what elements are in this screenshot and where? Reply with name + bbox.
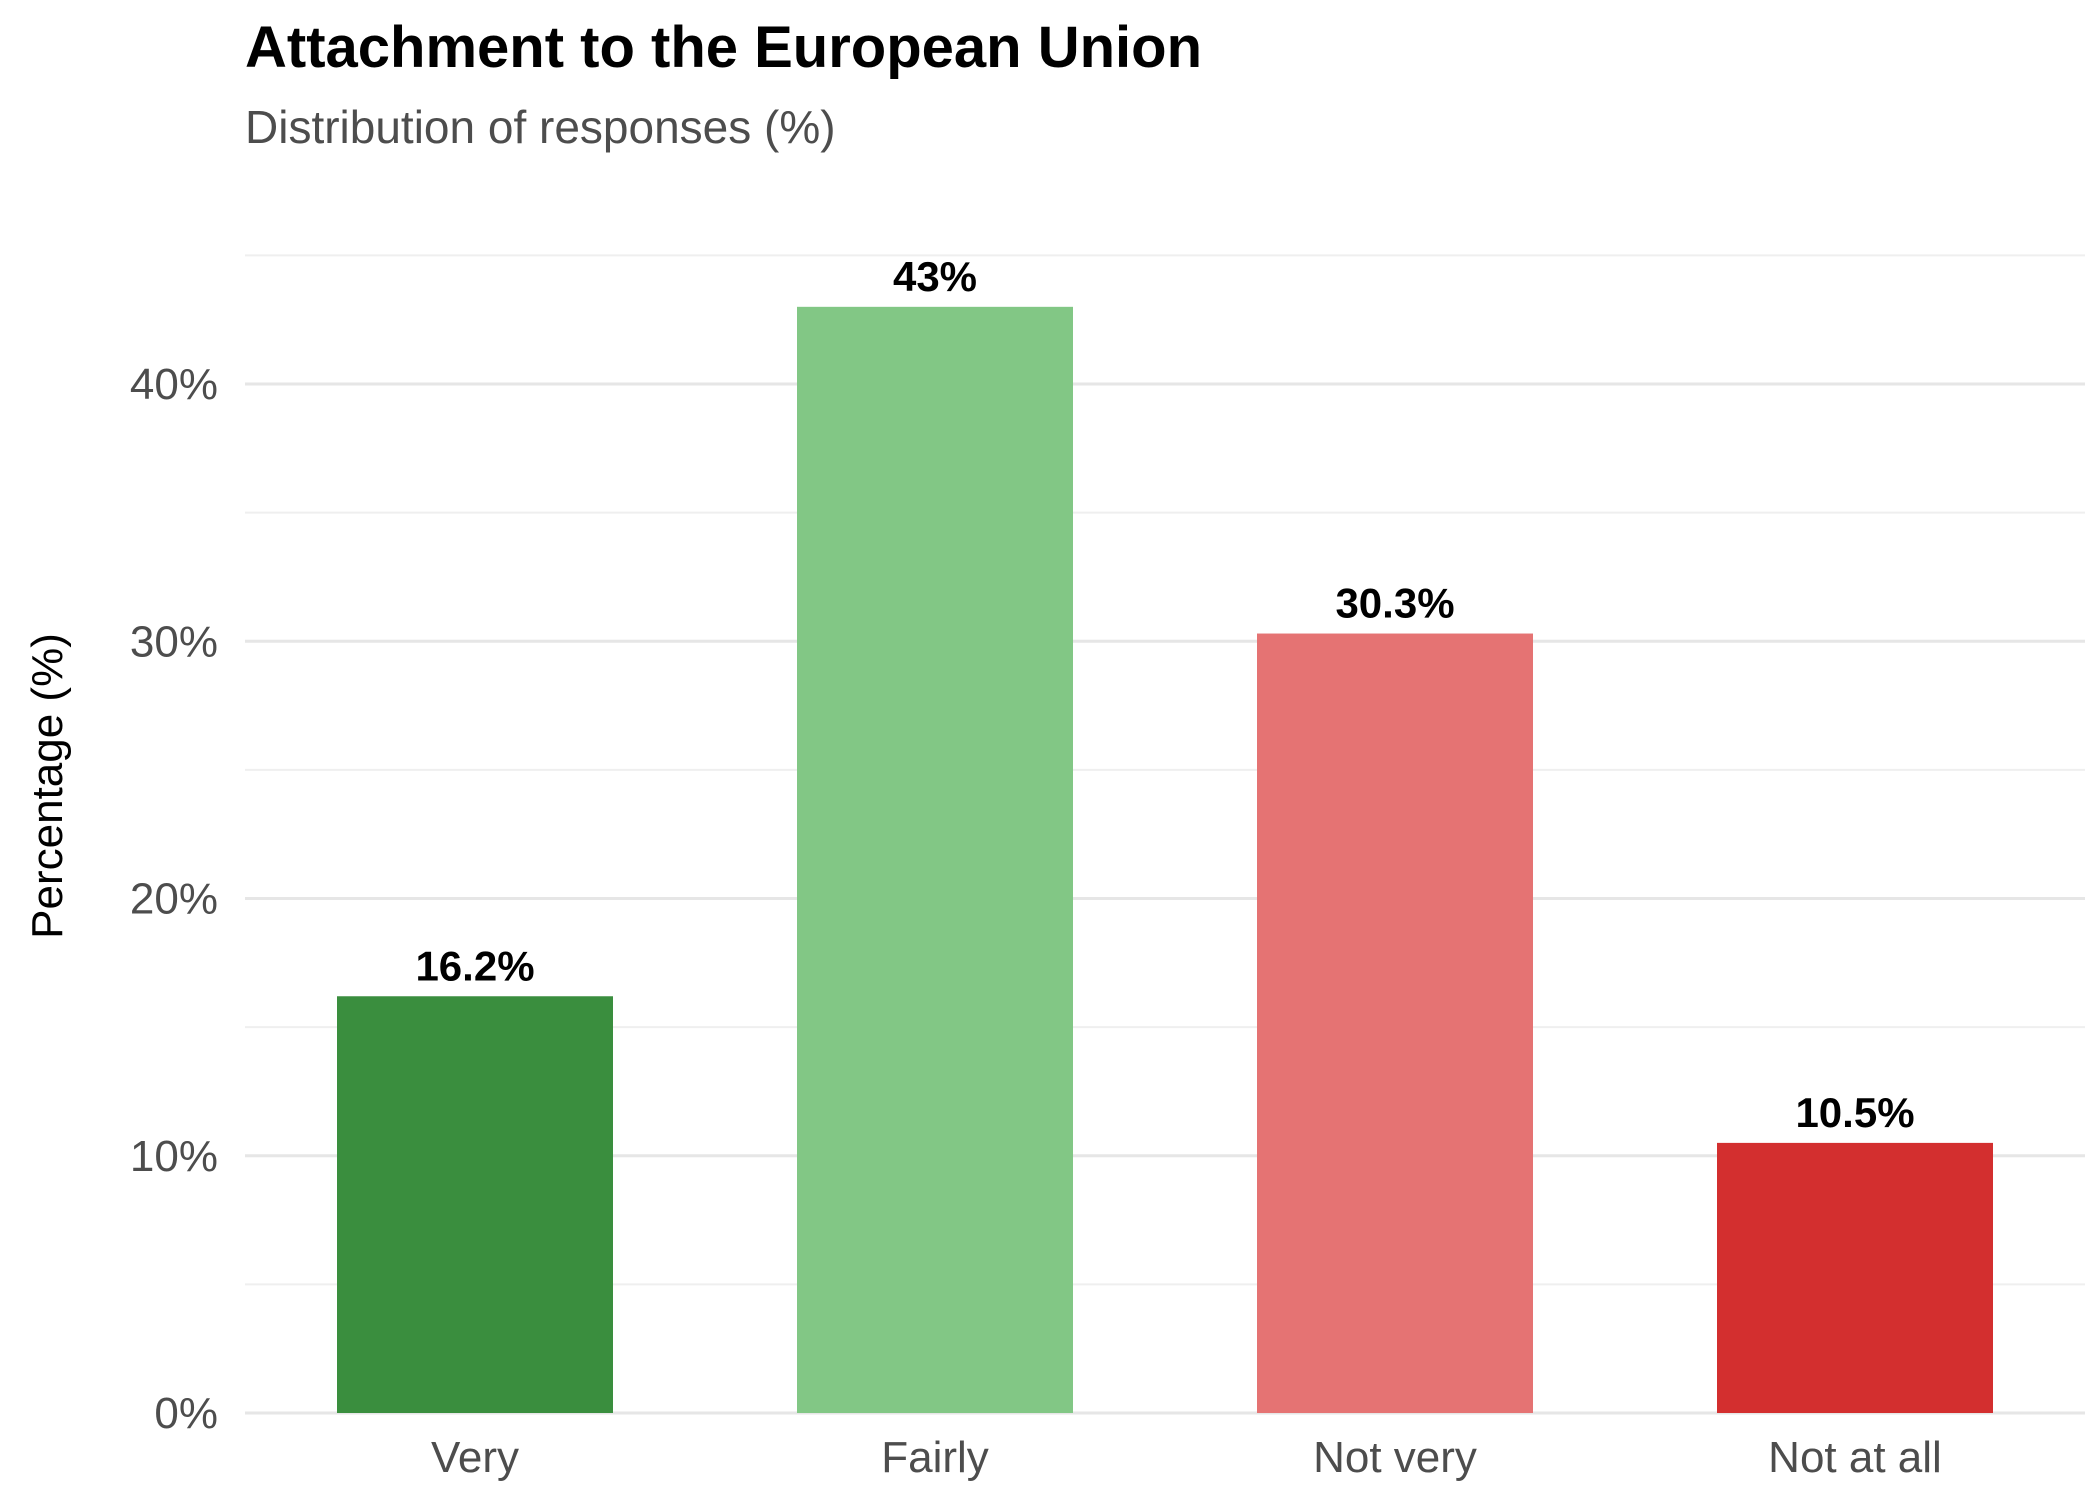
- data-label: 43%: [893, 253, 977, 300]
- x-tick-label: Not very: [1313, 1433, 1477, 1482]
- chart-title: Attachment to the European Union: [245, 15, 1202, 80]
- data-label: 16.2%: [415, 942, 534, 989]
- x-tick-label: Fairly: [881, 1433, 989, 1482]
- y-tick-label: 30%: [130, 617, 218, 666]
- y-tick-label: 0%: [154, 1389, 218, 1438]
- data-label: 10.5%: [1795, 1089, 1914, 1136]
- bar-not-at-all: [1717, 1142, 1993, 1413]
- y-axis-title: Percentage (%): [23, 633, 72, 939]
- x-tick-label: Very: [431, 1433, 519, 1482]
- bar-fairly: [797, 306, 1073, 1414]
- y-tick-label: 10%: [130, 1132, 218, 1181]
- y-tick-label: 40%: [130, 360, 218, 409]
- data-label: 30.3%: [1335, 580, 1454, 627]
- x-tick-label: Not at all: [1768, 1433, 1942, 1482]
- bar-very: [337, 996, 613, 1413]
- bar-not-very: [1257, 633, 1533, 1413]
- y-tick-label: 20%: [130, 875, 218, 924]
- chart-subtitle: Distribution of responses (%): [245, 101, 836, 153]
